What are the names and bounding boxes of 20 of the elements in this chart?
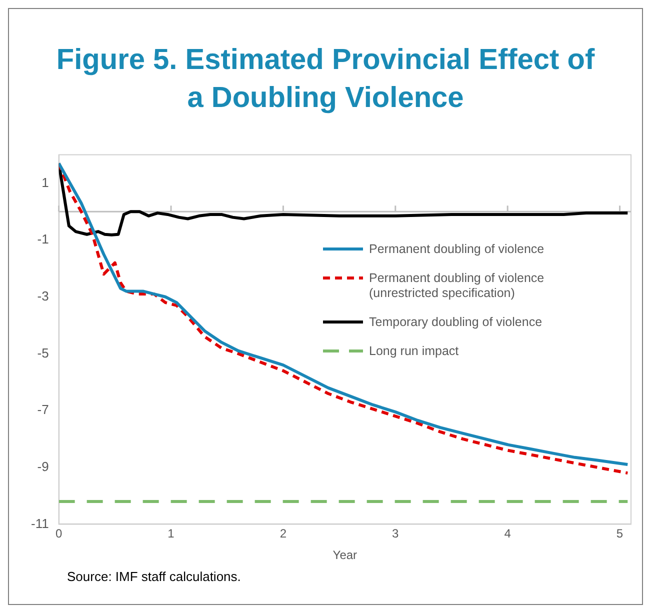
x-axis-title: Year xyxy=(332,548,358,562)
legend-label: Long run impact xyxy=(369,344,460,359)
legend-label: Permanent doubling of violence (unrestricted specification) xyxy=(369,271,546,301)
legend-label: Permanent doubling of violence xyxy=(369,242,546,257)
y-tick-label: -9 xyxy=(37,458,49,474)
y-tick-label: -3 xyxy=(37,288,49,304)
y-tick-label: -5 xyxy=(37,345,49,360)
chart-title: Figure 5. Estimated Provincial Effect of a Doubling Violence xyxy=(55,43,596,116)
y-tick-label: -1 xyxy=(37,232,49,247)
source-note: Source: IMF staff calculations. xyxy=(67,569,241,584)
x-tick-label: 4 xyxy=(504,526,512,541)
y-tick-label: -7 xyxy=(37,402,49,418)
x-tick-label: 1 xyxy=(168,526,175,541)
y-tick-label: -11 xyxy=(30,516,49,531)
x-tick-label: 0 xyxy=(55,526,62,541)
x-tick-label: 2 xyxy=(280,526,287,541)
y-tick-label: 1 xyxy=(42,174,49,190)
x-tick-label: 5 xyxy=(616,526,624,541)
x-tick-label: 3 xyxy=(392,526,400,541)
legend-label: Temporary doubling of violence xyxy=(369,315,544,330)
